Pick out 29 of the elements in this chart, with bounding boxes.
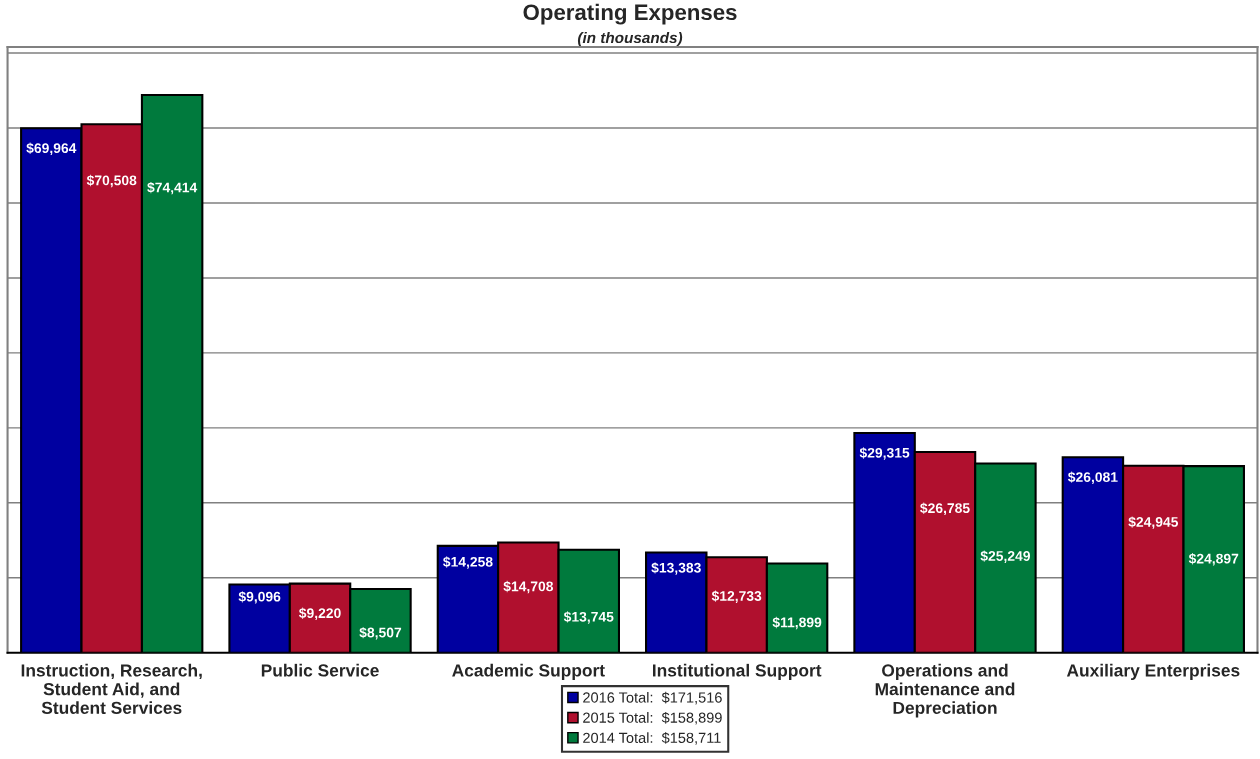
data-label: $13,745 (563, 611, 614, 624)
data-label: $12,733 (711, 590, 762, 603)
legend-label: 2016 Total: $171,516 (583, 691, 722, 705)
x-tick-label: Instruction, Research, Student Aid, and Student Services (21, 663, 202, 714)
data-label: $9,096 (238, 591, 281, 604)
data-label: $11,899 (772, 616, 822, 630)
x-tick-label: Operations and Maintenance and Depreciation (875, 663, 1015, 718)
data-label: $29,315 (859, 447, 910, 460)
data-label: $74,414 (147, 181, 198, 195)
legend-label: 2014 Total: $158,711 (583, 732, 721, 745)
data-label: $9,220 (298, 607, 341, 621)
x-tick-label: Academic Support (452, 663, 605, 681)
data-label: $14,708 (503, 580, 554, 594)
data-label: $25,249 (980, 550, 1030, 563)
data-label: $24,897 (1188, 553, 1239, 566)
data-label: $14,258 (443, 556, 493, 569)
data-label: $26,081 (1067, 471, 1118, 484)
data-label: $70,508 (86, 174, 137, 188)
data-label: $24,945 (1128, 516, 1179, 529)
x-tick-label: Public Service (261, 663, 379, 677)
legend-label: 2015 Total: $158,899 (583, 711, 722, 725)
data-label: $8,507 (359, 626, 402, 640)
data-label: $13,383 (651, 562, 701, 575)
data-label: $69,964 (26, 142, 77, 156)
chart-subtitle: (in thousands) (577, 31, 683, 47)
x-tick-label: Institutional Support (652, 663, 822, 681)
chart-title: Operating Expenses (523, 3, 737, 25)
data-label: $26,785 (920, 502, 970, 516)
x-tick-label: Auxiliary Enterprises (1066, 663, 1240, 681)
